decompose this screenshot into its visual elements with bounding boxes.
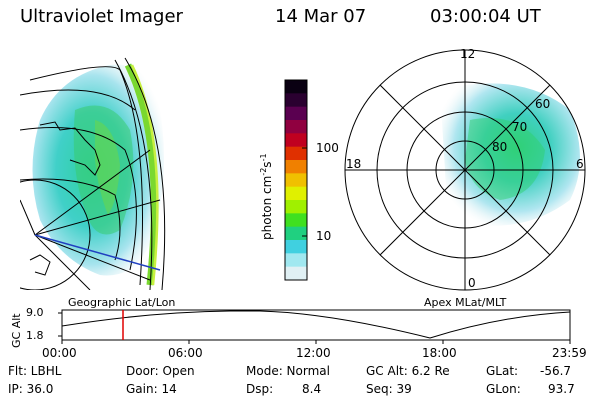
- colorbar-band: [285, 173, 307, 188]
- timeline-ytick-9: 9.0: [26, 306, 44, 319]
- geographic-image: [20, 57, 166, 290]
- timeline-xtick-1200: 12:00: [296, 346, 331, 360]
- colorbar-frame: [284, 79, 308, 281]
- instrument-title: Ultraviolet Imager: [20, 6, 183, 27]
- status-filter: Flt: LBHL: [8, 364, 62, 378]
- mlt-label-18: 18: [346, 157, 362, 171]
- status-door: Door: Open: [126, 364, 195, 378]
- colorbar-tick-100: 100: [316, 141, 339, 155]
- timeline-ytick-1-8: 1.8: [26, 329, 44, 342]
- time-label: 03:00:04 UT: [430, 6, 541, 27]
- mlt-label-0: 0: [468, 276, 476, 290]
- status-glat-label: GLat:: [486, 364, 519, 378]
- colorbar-band: [285, 240, 307, 254]
- timeline-left-label: Geographic Lat/Lon: [68, 296, 176, 309]
- colorbar-band: [285, 133, 307, 148]
- timeline-xtick-0000: 00:00: [42, 346, 77, 360]
- mlat-label-80: 80: [492, 140, 508, 154]
- status-gain: Gain: 14: [126, 382, 177, 396]
- colorbar-band: [285, 106, 307, 121]
- colorbar-band: [285, 120, 307, 134]
- date-label: 14 Mar 07: [275, 6, 367, 27]
- colorbar-band: [285, 186, 307, 201]
- orbit-timeline: [58, 309, 571, 344]
- timeline-xtick-1800: 18:00: [422, 346, 457, 360]
- colorbar-band: [285, 253, 307, 268]
- colorbar-band: [285, 93, 307, 108]
- colorbar-band: [285, 213, 307, 228]
- mlt-label-12: 12: [460, 47, 476, 61]
- mlat-label-70: 70: [512, 120, 528, 134]
- colorbar-tick-10: 10: [316, 229, 332, 243]
- status-dsp-value: 8.4: [302, 382, 322, 396]
- status-glon-label: GLon:: [486, 382, 521, 396]
- status-ip: IP: 36.0: [8, 382, 54, 396]
- status-gc-alt: GC Alt: 6.2 Re: [366, 364, 450, 378]
- mlt-label-6: 6: [576, 157, 584, 171]
- colorbar-band: [285, 146, 307, 161]
- timeline-xtick-0600: 06:00: [168, 346, 203, 360]
- colorbar-band: [285, 200, 307, 214]
- colorbar-band: [285, 160, 307, 174]
- colorbar-band: [285, 266, 307, 281]
- status-seq: Seq: 39: [366, 382, 412, 396]
- timeline-xtick-2359: 23:59: [552, 346, 587, 360]
- colorbar-band: [285, 226, 307, 241]
- status-glat-value: -56.7: [540, 364, 572, 378]
- polar-plot: [344, 49, 586, 291]
- timeline-right-label: Apex MLat/MLT: [424, 296, 507, 309]
- colorbar: [285, 80, 307, 281]
- colorbar-band: [285, 80, 307, 94]
- status-glon-value: 93.7: [548, 382, 575, 396]
- timeline-y-axis-label: GC Alt: [10, 313, 23, 348]
- mlat-label-60: 60: [535, 97, 551, 111]
- status-mode: Mode: Normal: [246, 364, 330, 378]
- status-dsp-label: Dsp:: [246, 382, 274, 396]
- colorbar-unit-label: photon cm-2s-1: [259, 153, 274, 240]
